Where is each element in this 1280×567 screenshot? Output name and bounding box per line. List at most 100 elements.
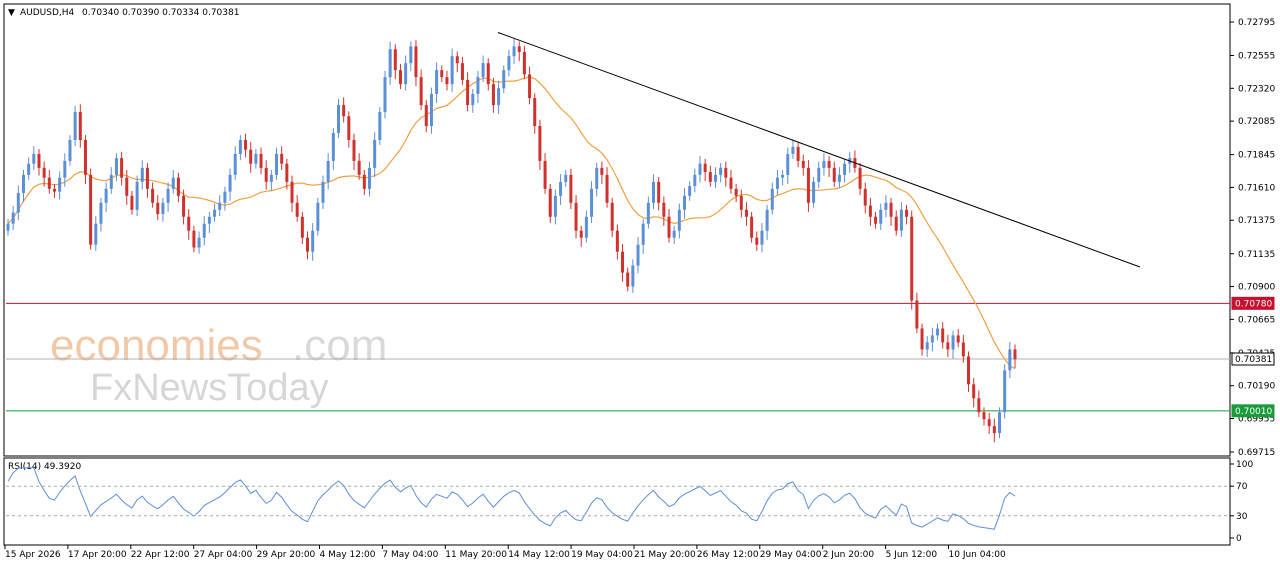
candle-body: [275, 153, 279, 175]
candle-body: [223, 191, 227, 203]
candle-body: [218, 202, 222, 210]
header-triangle-icon[interactable]: ▼: [8, 8, 15, 18]
candle-body: [502, 70, 506, 89]
candle-body: [104, 188, 108, 203]
candle-body: [27, 163, 31, 175]
price-levels: [6, 302, 1230, 412]
time-tick-label: 21 May 20:00: [634, 550, 696, 560]
candle-body: [770, 188, 774, 210]
candle-body: [874, 216, 878, 224]
price-tick-label: 0.70900: [1238, 283, 1275, 293]
candle-body: [817, 167, 821, 182]
candle-body: [21, 174, 25, 194]
candle-body: [600, 167, 604, 175]
candle-body: [801, 160, 805, 168]
candle-body: [667, 216, 671, 238]
candles: [6, 38, 1017, 443]
candle-body: [786, 153, 790, 175]
rsi-pane[interactable]: [3, 457, 1231, 546]
candle-body: [238, 139, 242, 154]
price-tick-label: 0.70665: [1238, 315, 1275, 325]
candle-body: [781, 174, 785, 178]
candle-body: [729, 177, 733, 189]
candle-body: [176, 177, 180, 196]
candle-body: [135, 181, 139, 210]
time-tick-label: 22 Apr 12:00: [131, 550, 190, 560]
trendline-line[interactable]: [497, 32, 1141, 268]
watermark-brand-secondary: FxNewsToday: [90, 367, 329, 409]
candle-body: [337, 105, 341, 133]
candle-body: [827, 160, 831, 168]
candle-body: [688, 186, 692, 196]
candle-body: [956, 335, 960, 343]
candle-body: [569, 174, 573, 203]
candle-body: [347, 116, 351, 140]
candle-body: [161, 202, 165, 214]
candle-body: [228, 174, 232, 192]
candle-body: [812, 181, 816, 203]
candle-body: [414, 46, 418, 78]
candle-body: [755, 237, 759, 245]
watermark-brand-suffix: .com: [292, 321, 387, 370]
candle-body: [450, 56, 454, 85]
candle-body: [744, 209, 748, 217]
candle-body: [244, 139, 248, 150]
candle-body: [967, 356, 971, 385]
candle-body: [306, 237, 310, 252]
candle-body: [972, 384, 976, 399]
trendline[interactable]: [497, 32, 1141, 268]
rsi-series: [7, 467, 1016, 530]
level-label-box-current: [1231, 352, 1275, 366]
candle-body: [837, 174, 841, 182]
rsi-tick-label: 0: [1236, 534, 1242, 544]
candle-body: [662, 202, 666, 217]
candle-body: [708, 172, 712, 182]
candle-body: [538, 126, 542, 161]
candle-body: [481, 63, 485, 78]
candle-body: [68, 139, 72, 161]
candle-body: [951, 335, 955, 350]
candle-body: [151, 188, 155, 203]
candle-body: [750, 216, 754, 238]
candle-body: [734, 188, 738, 196]
candle-body: [140, 167, 144, 182]
candle-body: [471, 93, 475, 106]
moving-average: [7, 76, 1016, 370]
candle-body: [78, 112, 82, 140]
candle-body: [559, 181, 563, 196]
candle-body: [719, 167, 723, 175]
candle-body: [641, 223, 645, 245]
rsi-header: RSI(14) 49.3920: [8, 462, 81, 472]
candle-body: [806, 167, 810, 203]
candle-body: [936, 328, 940, 336]
time-tick-label: 14 May 12:00: [508, 550, 570, 560]
candle-body: [130, 195, 134, 210]
candle-body: [925, 342, 929, 350]
candle-body: [11, 212, 15, 224]
candle-body: [331, 132, 335, 161]
candle-body: [114, 158, 118, 175]
candle-body: [682, 195, 686, 210]
candle-body: [300, 216, 304, 238]
candle-body: [713, 174, 717, 182]
candle-body: [145, 167, 149, 189]
level-labels: 0.70780 0.70381 0.70010: [1231, 296, 1275, 418]
candle-body: [899, 209, 903, 231]
candle-body: [264, 167, 268, 182]
time-tick-label: 27 Apr 04:00: [194, 550, 253, 560]
level-label-current: 0.70381: [1235, 355, 1272, 365]
candle-body: [595, 167, 599, 189]
time-tick-label: 17 Apr 20:00: [68, 550, 127, 560]
price-tick-label: 0.72555: [1238, 52, 1275, 62]
candle-body: [512, 46, 516, 57]
candle-body: [941, 328, 945, 343]
candle-body: [486, 63, 490, 85]
time-tick-label: 5 Jun 12:00: [886, 550, 938, 560]
candle-body: [832, 167, 836, 182]
candle-body: [326, 160, 330, 182]
time-tick-label: 29 Apr 20:00: [257, 550, 316, 560]
candle-body: [409, 46, 413, 64]
candle-body: [574, 202, 578, 231]
price-tick-label: 0.70190: [1238, 382, 1275, 392]
candle-body: [398, 70, 402, 85]
